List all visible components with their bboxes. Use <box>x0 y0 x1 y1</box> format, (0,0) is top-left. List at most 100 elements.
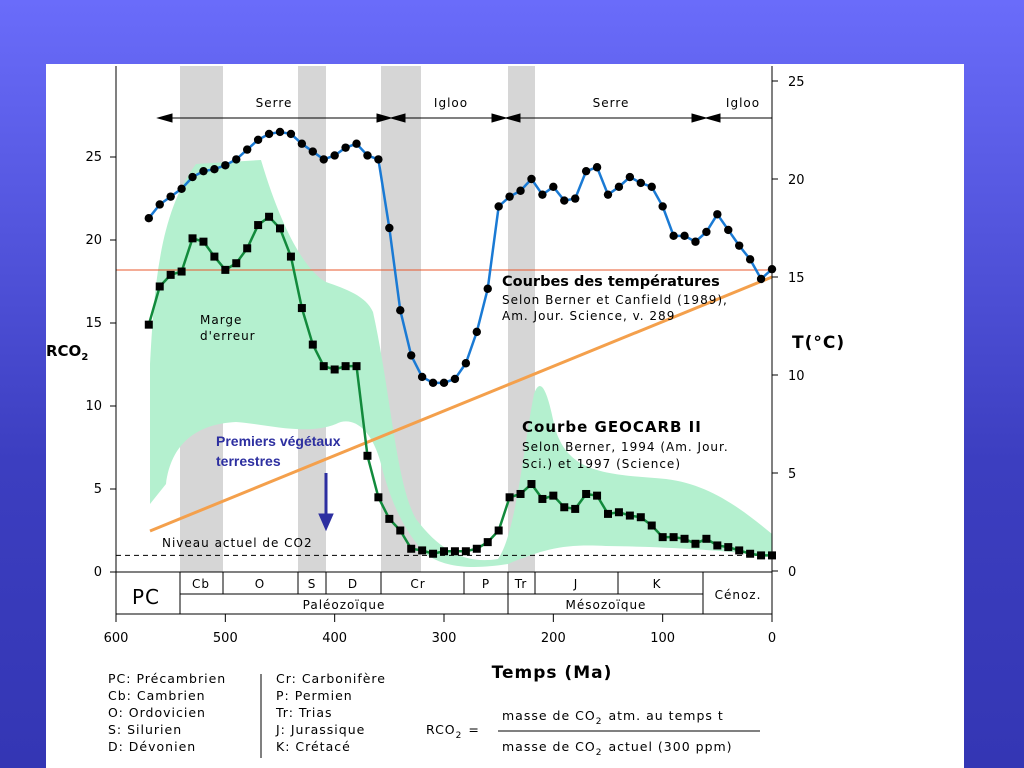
geocarb-point <box>243 244 252 253</box>
legend-right-item: K: Crétacé <box>276 739 351 754</box>
right-tick-label: 15 <box>788 271 805 286</box>
temperature-point <box>745 255 755 264</box>
temperature-point <box>396 306 405 315</box>
marge-label-2: d'erreur <box>200 329 256 343</box>
geocarb-point <box>450 547 459 556</box>
period-mesozoique: Mésozoïque <box>566 598 647 612</box>
temperature-point <box>625 172 635 182</box>
temperature-point <box>385 223 394 233</box>
period-o: O <box>255 577 265 591</box>
orange-trend-line <box>149 275 773 533</box>
temperature-point <box>483 284 492 293</box>
courbes-line-2: Am. Jour. Science, v. 289 <box>502 309 675 323</box>
temperature-point <box>636 178 645 188</box>
temperature-point <box>571 194 580 203</box>
temperature-point <box>494 202 503 211</box>
geocarb-line-1: Selon Berner, 1994 (Am. Jour. <box>522 440 729 454</box>
temperature-point <box>603 190 613 199</box>
temperature-point <box>199 166 208 176</box>
left-tick-label: 5 <box>94 482 102 497</box>
period-s: S <box>308 577 317 591</box>
left-tick-label: 20 <box>85 233 102 248</box>
right-tick-label: 25 <box>788 75 805 90</box>
geocarb-point <box>571 504 580 513</box>
geocarb-point <box>658 533 667 542</box>
temperature-point <box>428 378 438 388</box>
geocarb-point <box>440 547 448 556</box>
period-paleozoique: Paléozoïque <box>303 598 386 612</box>
legend-right-item: Tr: Trias <box>275 705 333 720</box>
temperature-points <box>144 127 777 388</box>
temperature-point <box>450 374 460 384</box>
legend-right-item: P: Permien <box>276 688 353 703</box>
geocarb-point <box>647 521 656 530</box>
period-cr: Cr <box>410 577 425 591</box>
x-tick-label: 600 <box>104 631 129 646</box>
left-axis-ticks: 0 5 10 15 20 25 <box>85 150 116 580</box>
geocarb-point <box>483 538 492 547</box>
igloo-label-2: Igloo <box>726 96 760 110</box>
igloo-label-1: Igloo <box>434 96 468 110</box>
left-tick-label: 10 <box>85 399 102 414</box>
geocarb-point <box>691 539 700 548</box>
geocarb-point <box>330 365 339 374</box>
period-p: P <box>482 577 490 591</box>
temperature-point <box>308 147 317 156</box>
temperature-point <box>756 274 766 284</box>
geocarb-point <box>549 491 558 500</box>
legend-left-item: Cb: Cambrien <box>108 688 206 703</box>
geocarb-point <box>155 282 164 291</box>
temperature-point <box>264 129 274 139</box>
period-pc: PC <box>132 585 160 609</box>
period-k: K <box>653 577 662 591</box>
temperature-point <box>581 166 591 176</box>
geocarb-point <box>429 549 438 558</box>
geocarb-point <box>593 491 602 500</box>
geocarb-point <box>407 544 416 553</box>
temperature-point <box>592 163 602 172</box>
temperature-point <box>702 227 711 237</box>
geocarb-point <box>254 221 263 230</box>
geocarb-point <box>265 212 274 221</box>
temperature-point <box>505 192 514 201</box>
geocarb-point <box>582 489 591 498</box>
temperature-point <box>177 184 186 193</box>
x-tick-label: 200 <box>541 631 566 646</box>
temperature-point <box>472 327 481 337</box>
geocarb-line-2: Sci.) et 1997 (Science) <box>522 457 681 471</box>
period-table <box>115 571 773 615</box>
geocarb-point <box>527 480 536 489</box>
legend-left-item: PC: Précambrien <box>108 671 226 686</box>
temperature-point <box>647 182 656 192</box>
vegetaux-label-2: terrestres <box>216 453 281 469</box>
geocarb-points <box>144 212 776 560</box>
x-axis-ticks: 600 500 400 300 200 100 0 <box>104 614 776 646</box>
temperature-point <box>144 214 153 223</box>
temperature-point <box>253 135 263 144</box>
geocarb-point <box>735 546 744 555</box>
geocarb-point <box>516 489 525 498</box>
temperature-line <box>147 130 773 385</box>
temperature-point <box>166 192 175 201</box>
geocarb-point <box>276 224 284 233</box>
vegetaux-arrow <box>318 473 334 532</box>
geocarb-point <box>374 493 383 502</box>
geocarb-point <box>702 534 711 543</box>
niveau-actuel-label: Niveau actuel de CO2 <box>162 536 313 550</box>
marge-label-1: Marge <box>200 313 242 327</box>
right-tick-label: 0 <box>788 565 796 580</box>
temperature-point <box>210 165 219 174</box>
temperature-point <box>221 161 230 170</box>
geocarb-point <box>614 508 623 517</box>
temperature-axis-title: T(°C) <box>792 333 845 353</box>
legend-left-item: S: Silurien <box>108 722 182 737</box>
rco2-axis-title: RCO2 <box>46 342 88 363</box>
x-tick-label: 100 <box>650 631 675 646</box>
serre-label-1: Serre <box>256 96 293 110</box>
geocarb-point <box>713 541 722 550</box>
temperature-point <box>439 378 449 388</box>
climate-phase-arrows <box>156 113 772 123</box>
temperature-point <box>614 182 624 192</box>
temperature-point <box>243 145 252 154</box>
